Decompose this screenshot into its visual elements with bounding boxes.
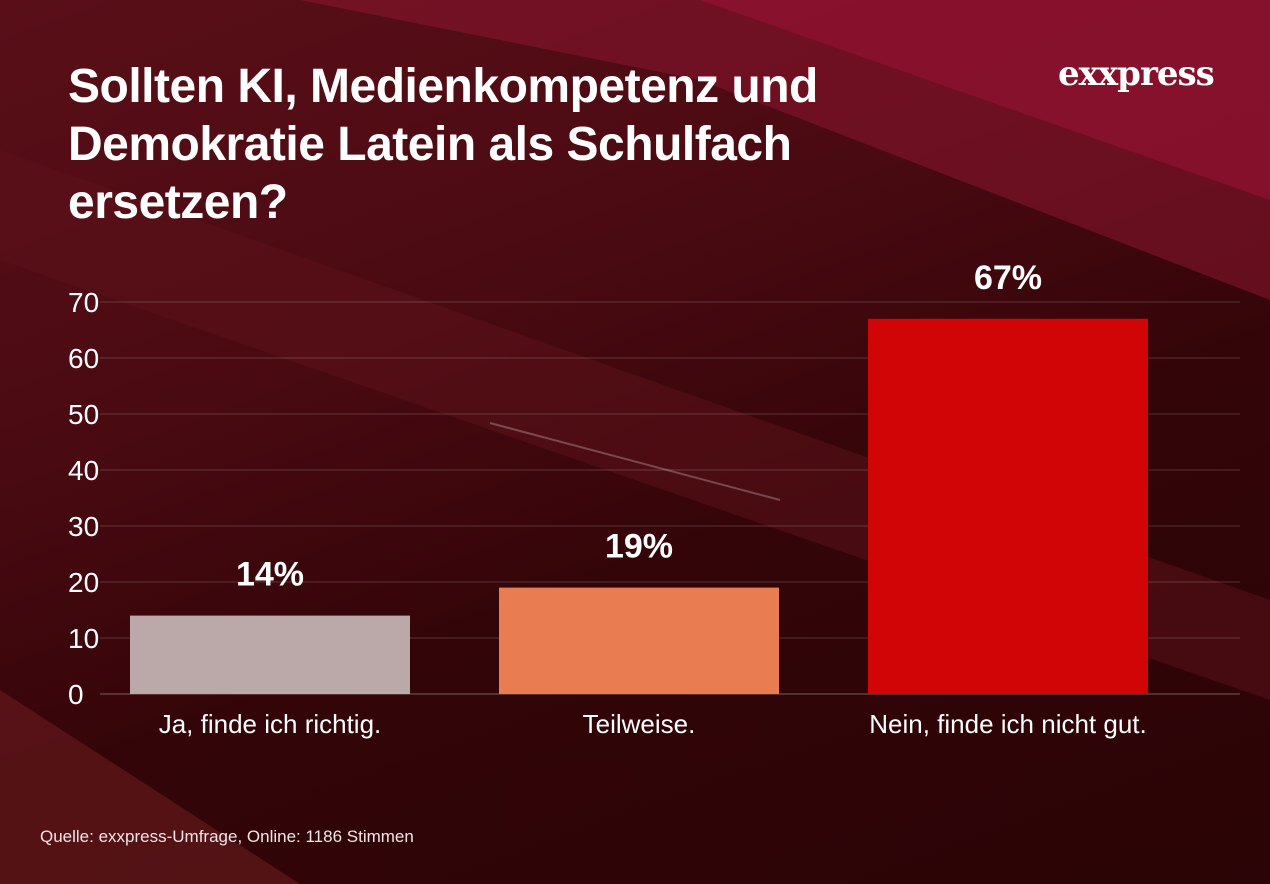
y-tick-label: 70 [68, 287, 99, 318]
y-tick-label: 60 [68, 343, 99, 374]
y-tick-label: 30 [68, 511, 99, 542]
y-tick-label: 40 [68, 455, 99, 486]
y-tick-label: 10 [68, 623, 99, 654]
x-tick-label: Ja, finde ich richtig. [159, 709, 382, 739]
data-label: 19% [605, 528, 673, 566]
y-tick-label: 0 [68, 679, 84, 710]
y-tick-label: 50 [68, 399, 99, 430]
data-label: 14% [236, 556, 304, 594]
bar [499, 587, 779, 694]
x-tick-label: Nein, finde ich nicht gut. [869, 709, 1147, 739]
source-note: Quelle: exxpress-Umfrage, Online: 1186 S… [40, 827, 414, 846]
data-label: 67% [974, 259, 1042, 297]
bar [130, 615, 410, 694]
exxpress-logo: exxpress [1058, 54, 1215, 94]
bar [868, 318, 1148, 694]
y-tick-label: 20 [68, 567, 99, 598]
x-tick-label: Teilweise. [583, 709, 696, 739]
chart-title: Sollten KI, Medienkompetenz und Demokrat… [68, 60, 818, 229]
